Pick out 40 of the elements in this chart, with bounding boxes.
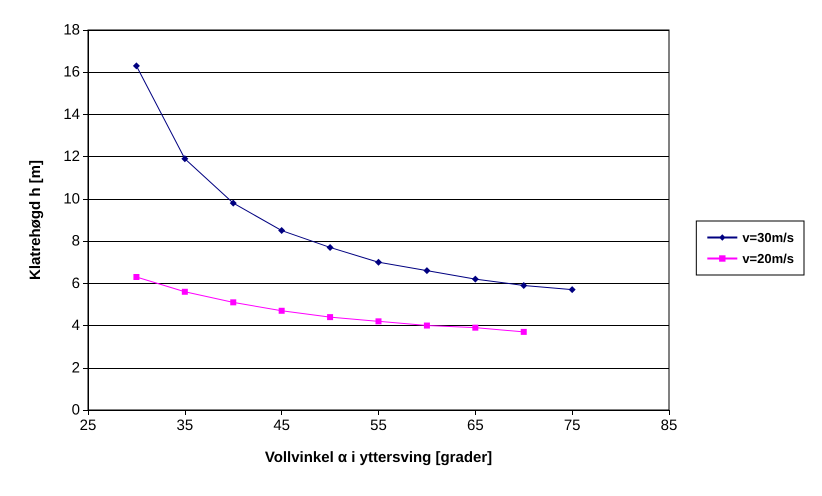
point — [326, 244, 334, 251]
y-tick-label: 6 — [72, 274, 80, 292]
y-tick-label: 2 — [72, 359, 80, 376]
x-tick-label: 85 — [660, 417, 678, 434]
point — [520, 282, 528, 289]
point — [230, 200, 237, 207]
point — [568, 286, 576, 294]
x-tick-label: 75 — [564, 417, 581, 434]
point — [375, 258, 382, 266]
point — [230, 299, 236, 306]
y-tick-label: 4 — [72, 317, 80, 334]
y-tick-label: 16 — [63, 64, 80, 81]
x-tick-label: 25 — [80, 417, 96, 434]
point — [327, 314, 334, 320]
point — [132, 62, 140, 70]
y-tick-label: 12 — [63, 148, 80, 166]
legend-label: v=20m/s — [742, 251, 794, 266]
point — [472, 276, 479, 283]
x-tick-label: 35 — [176, 417, 194, 434]
point — [278, 308, 285, 314]
x-axis-title: Vollvinkel α i yttersving [grader] — [264, 449, 492, 466]
y-tick-label: 0 — [72, 402, 80, 418]
point — [472, 324, 478, 331]
point — [278, 227, 286, 234]
y-axis-title: Klatrehøgd h [m] — [27, 160, 44, 280]
x-tick-label: 65 — [466, 417, 484, 434]
y-tick-label: 10 — [63, 190, 80, 208]
y-tick-label: 14 — [63, 106, 80, 123]
x-tick-label: 55 — [370, 417, 387, 434]
point — [424, 322, 430, 329]
x-tick-label: 45 — [273, 417, 290, 434]
point — [376, 318, 382, 324]
point — [423, 267, 430, 274]
point — [181, 155, 188, 162]
point — [520, 328, 527, 335]
y-tick-label: 8 — [72, 232, 80, 250]
legend-label: v=30m/s — [742, 230, 794, 245]
point — [182, 288, 188, 295]
y-tick-label: 18 — [63, 22, 80, 38]
point — [133, 274, 140, 280]
